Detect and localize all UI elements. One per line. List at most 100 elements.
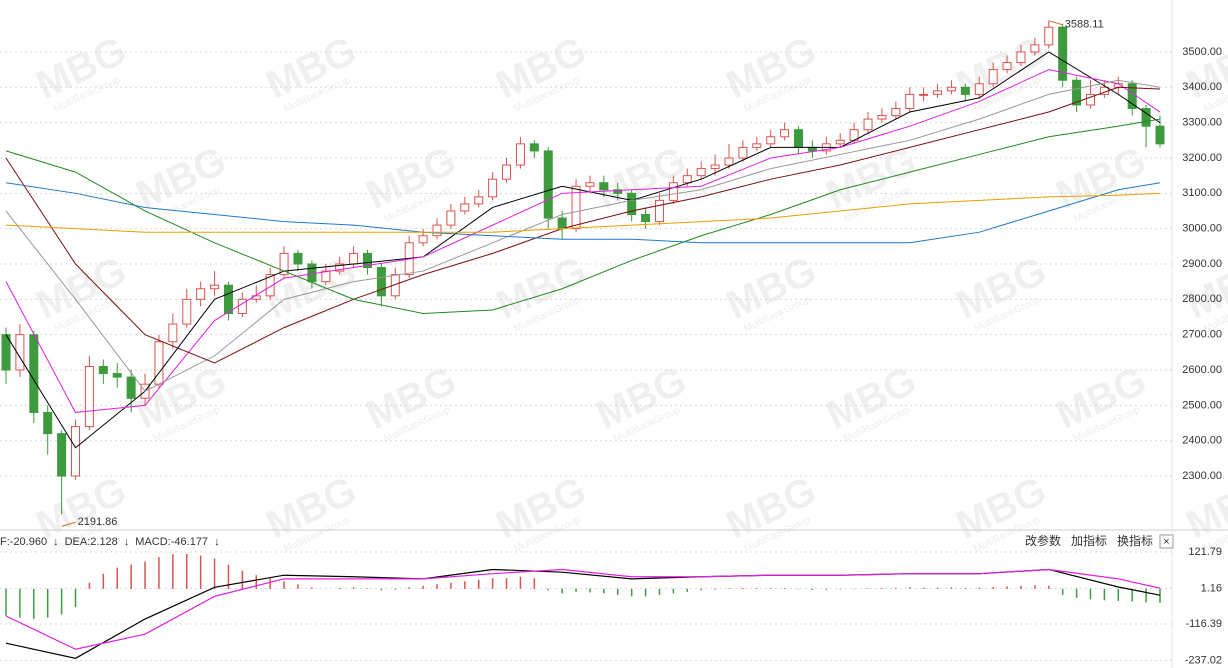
y-tick-label: 2400.00 <box>1182 435 1222 447</box>
y-tick-label: 3000.00 <box>1182 223 1222 235</box>
candle-body <box>891 107 901 117</box>
y-tick-label: 2800.00 <box>1182 293 1222 305</box>
candle-body <box>627 192 637 216</box>
candle-body <box>529 143 539 152</box>
y-tick-label: 3300.00 <box>1182 117 1222 129</box>
candle-body <box>515 143 525 166</box>
candle-body <box>738 146 748 159</box>
y-tick-label: 2300.00 <box>1182 470 1222 482</box>
candle-body <box>321 270 331 283</box>
indicator-button[interactable]: 加指标 <box>1071 533 1107 548</box>
macd-line <box>5 568 1161 650</box>
annotation-arrow <box>1048 20 1063 26</box>
candle-body <box>877 115 887 120</box>
candle-body <box>15 334 25 371</box>
macd-header: F:-20.960 ↓ DEA:2.128 ↓ MACD:-46.177 ↓ <box>0 536 220 548</box>
ma-line <box>5 192 1161 233</box>
candle-body <box>196 288 206 300</box>
candle-body <box>780 129 790 138</box>
y-tick-label: 2500.00 <box>1182 399 1222 411</box>
candle-body <box>543 150 553 219</box>
y-tick-label: 1.16 <box>1201 582 1222 594</box>
ma-line <box>5 118 1161 314</box>
candle-body <box>265 274 275 297</box>
ma-line <box>5 69 1161 413</box>
candle-body <box>112 373 122 378</box>
candle-body <box>654 199 664 223</box>
candle-body <box>279 252 289 276</box>
header-item: MACD:-46.177 <box>135 536 208 548</box>
candle-body <box>418 235 428 244</box>
candle-body <box>1058 26 1068 81</box>
candle-body <box>335 263 345 272</box>
close-button[interactable]: × <box>1159 534 1174 549</box>
candle-body <box>696 168 706 177</box>
ma-line <box>5 51 1161 449</box>
candle-body <box>446 210 456 226</box>
candle-body <box>43 411 53 435</box>
candle-body <box>376 267 386 297</box>
candle-body <box>682 175 692 184</box>
indicator-button[interactable]: 换指标 <box>1117 533 1153 548</box>
candle-body <box>1141 107 1151 127</box>
candle-body <box>919 93 929 96</box>
header-item: ↓ <box>124 536 130 548</box>
candle-body <box>29 334 39 413</box>
candle-body <box>752 143 762 148</box>
candle-body <box>71 426 81 477</box>
header-item: DEA:2.128 <box>65 536 118 548</box>
candle-body <box>84 365 94 428</box>
candle-body <box>766 136 776 145</box>
indicator-button[interactable]: 改参数 <box>1025 533 1061 548</box>
y-tick-label: 3500.00 <box>1182 46 1222 58</box>
candle-body <box>1085 93 1095 106</box>
candle-body <box>502 164 512 180</box>
y-tick-label: 121.79 <box>1188 546 1222 558</box>
candle-body <box>988 69 998 85</box>
candle-body <box>933 90 943 95</box>
candle-body <box>1072 79 1082 106</box>
candle-body <box>585 182 595 187</box>
header-item: ↓ <box>214 536 220 548</box>
candle-body <box>362 252 372 269</box>
candle-body <box>641 214 651 223</box>
header-item: F:-20.960 <box>0 536 47 548</box>
ma-line <box>5 86 1161 364</box>
candle-body <box>571 185 581 230</box>
candle-body <box>863 118 873 131</box>
candle-body <box>557 217 567 230</box>
y-tick-label: -237.02 <box>1185 654 1222 666</box>
y-tick-label: 2700.00 <box>1182 329 1222 341</box>
header-item: ↓ <box>53 536 59 548</box>
annotation-arrow <box>61 521 76 527</box>
candle-body <box>1030 44 1040 53</box>
candle-body <box>210 284 220 290</box>
candle-body <box>613 189 623 194</box>
candle-body <box>98 365 108 375</box>
annotation: 3588.11 <box>1065 19 1104 31</box>
candle-body <box>710 164 720 170</box>
y-tick-label: 3200.00 <box>1182 152 1222 164</box>
candle-body <box>974 83 984 95</box>
candle-body <box>307 263 317 283</box>
ma-line <box>5 182 1161 244</box>
candle-body <box>807 146 817 152</box>
ma-line <box>5 79 1161 392</box>
candle-body <box>293 252 303 265</box>
candle-body <box>1002 62 1012 71</box>
close-icon: × <box>1163 536 1169 548</box>
candle-body <box>126 376 136 399</box>
candle-body <box>724 157 734 166</box>
y-tick-label: 3100.00 <box>1182 187 1222 199</box>
candle-body <box>168 323 178 343</box>
candle-body <box>1155 125 1165 145</box>
y-tick-label: -116.39 <box>1186 618 1223 630</box>
close-box <box>1159 534 1174 549</box>
candle-body <box>599 182 609 191</box>
candle-body <box>960 86 970 95</box>
candle-body <box>154 341 164 385</box>
candle-body <box>488 178 498 198</box>
